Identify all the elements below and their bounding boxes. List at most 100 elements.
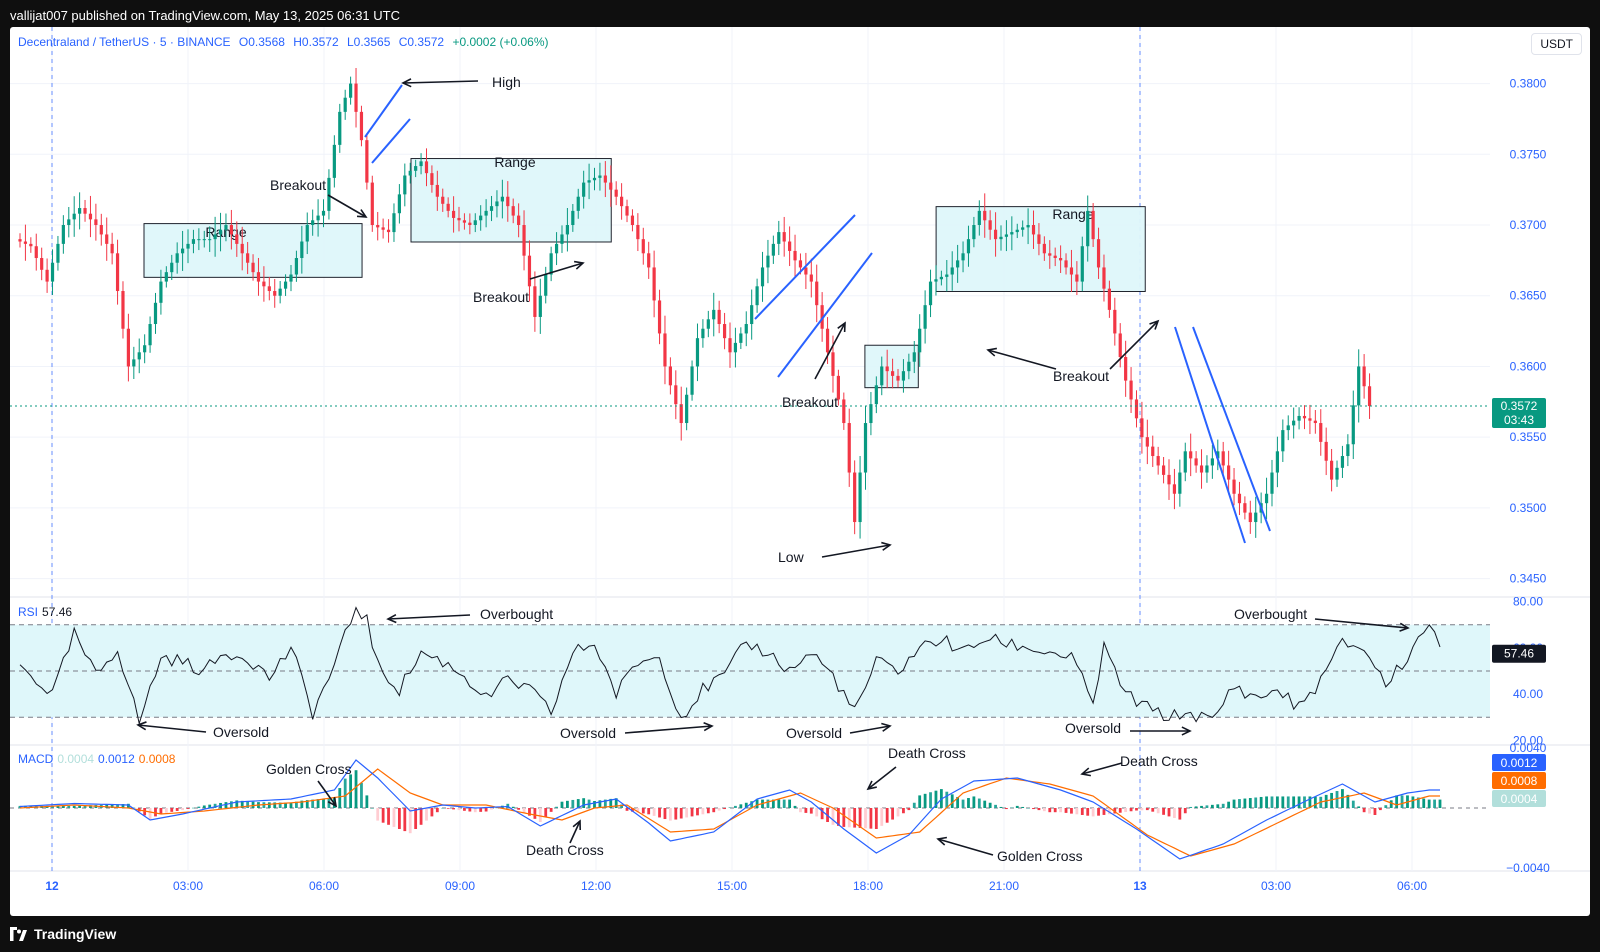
macd-histogram-bar [799,808,802,813]
annotation-arrow [387,614,471,620]
macd-histogram-bar [1238,799,1241,808]
candle-body [853,472,857,523]
macd-histogram-bar [414,808,418,829]
candle-body [966,239,971,254]
candle-body [164,272,168,282]
macd-histogram-bar [83,805,87,808]
macd-histogram-bar [750,801,754,808]
candle-body [999,236,1003,240]
macd-histogram-bar [1384,805,1388,808]
macd-histogram-bar [961,799,965,808]
macd-histogram-bar [376,808,380,821]
macd-line-value: 0.0012 [98,752,135,766]
candle-body [45,269,49,282]
macd-histogram-bar [1433,799,1436,808]
symbol-name[interactable]: Decentraland / TetherUS · 5 · BINANCE [18,35,231,49]
candle-body [685,394,689,424]
annotation-arrowhead [703,722,714,732]
candle-body [858,472,862,523]
candle-body [430,173,434,185]
candle-body [229,225,233,235]
candle-body [945,274,949,277]
macd-histogram-bar [300,800,304,808]
candle-body [576,196,580,211]
macd-histogram-bar [511,806,515,808]
macd-histogram-bar [576,799,580,808]
time-axis-tick-label: 13 [1133,879,1147,893]
candle-body [435,184,439,197]
candle-body [988,220,992,230]
candle-body [1048,253,1052,256]
macd-histogram-bar [1107,808,1111,815]
macd-histogram-bar [1156,808,1160,814]
candle-body [1340,456,1345,468]
macd-histogram-bar [1216,804,1220,808]
candle-body [424,161,429,174]
candle-body [1281,430,1285,452]
chart-canvas[interactable]: 0.3800 0.3750 0.3700 0.3650 0.3600 0.3550 0.35… [10,27,1590,916]
macd-histogram-bar [490,808,493,810]
annotation-arrow [1081,762,1123,775]
candle-body [1302,415,1307,419]
candle-body [283,281,288,289]
annotation-arrow [402,80,479,84]
candle-body [993,229,998,240]
macd-histogram-bar [1395,795,1399,808]
candle-body [1178,472,1182,494]
candle-body [289,274,293,282]
candle-body [1042,243,1046,254]
candle-body [484,210,488,216]
candle-body [446,203,450,211]
currency-selector[interactable]: USDT [1531,33,1582,55]
macd-histogram-bar [1086,808,1090,816]
macd-histogram-bar [468,808,472,812]
symbol-legend: Decentraland / TetherUS · 5 · BINANCE O0… [18,35,554,49]
rsi-axis-tick-label: 80.00 [1513,595,1543,609]
rsi-axis-tick-label: 40.00 [1513,687,1543,701]
candle-body [901,371,906,381]
candle-body [1189,451,1193,459]
candle-body [1037,234,1041,244]
candle-body [148,324,152,346]
macd-histogram-bar [831,808,835,825]
macd-histogram-bar [1270,796,1274,808]
candle-body [614,189,618,197]
candle-body [609,182,613,190]
candle-body [1248,512,1252,523]
overbought-annotation: Overbought [1234,606,1307,622]
candle-body [788,241,792,251]
candle-body [392,213,396,233]
macd-histogram-bar [864,808,867,829]
candle-body [690,366,694,395]
macd-histogram-bar [1113,808,1117,814]
trend-channel-line [364,84,403,138]
candle-body [1367,386,1372,407]
candle-body [647,253,651,268]
macd-histogram-bar [658,808,661,818]
macd-signal-value: 0.0008 [138,752,176,766]
price-axis-tick-label: 0.3650 [1510,289,1547,303]
chart-frame[interactable]: 0.3800 0.3750 0.3700 0.3650 0.3600 0.3550 0.35… [10,27,1590,916]
candle-body [679,404,683,424]
macd-histogram-bar [267,802,271,808]
macd-legend[interactable]: MACD 0.0004 0.0012 0.0008 [18,752,175,766]
macd-histogram-bar [311,799,315,808]
breakout-annotation: Breakout [270,177,326,193]
macd-histogram-bar [804,808,808,813]
candle-body [1026,225,1030,228]
overbought-annotation: Overbought [480,606,553,622]
macd-histogram-bar [641,808,645,814]
macd-histogram-bar [815,808,819,817]
candle-body [565,225,570,235]
macd-histogram-bar [473,808,477,813]
macd-histogram-bar [316,799,320,808]
macd-histogram-bar [522,808,526,813]
candle-body [869,404,873,424]
candle-body [267,286,271,292]
rsi-legend[interactable]: RSI 57.46 [18,605,72,619]
candle-body [175,253,179,263]
macd-histogram-bar [1042,808,1046,812]
annotation-arrowhead [356,209,368,218]
current-price-badge [1492,398,1546,429]
candle-body [186,243,190,249]
